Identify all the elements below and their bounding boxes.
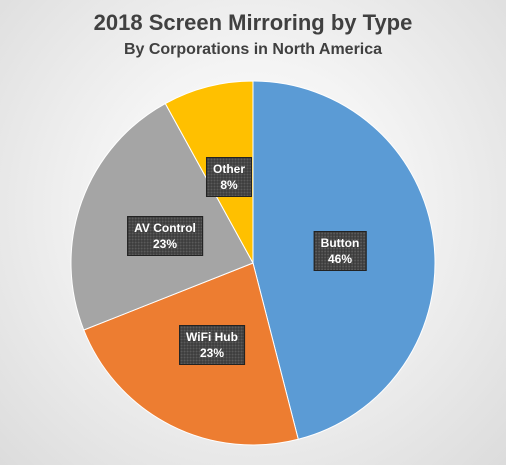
- chart-title: 2018 Screen Mirroring by Type: [93, 10, 413, 35]
- data-label-value: 46%: [327, 252, 353, 266]
- data-label-category: Other: [212, 162, 246, 176]
- data-label-wifi-hub: WiFi Hub 23%: [179, 325, 245, 365]
- data-label-value: 8%: [220, 178, 238, 192]
- data-label-other: Other 8%: [205, 157, 253, 197]
- data-label-category: Button: [320, 236, 360, 250]
- data-label-value: 23%: [152, 237, 178, 251]
- data-label-button: Button 46%: [313, 231, 367, 271]
- data-label-value: 23%: [199, 346, 225, 360]
- chart-subtitle: By Corporations in North America: [123, 41, 383, 58]
- data-label-category: AV Control: [134, 221, 196, 235]
- data-label-category: WiFi Hub: [186, 330, 238, 344]
- data-label-av-control: AV Control 23%: [127, 216, 203, 256]
